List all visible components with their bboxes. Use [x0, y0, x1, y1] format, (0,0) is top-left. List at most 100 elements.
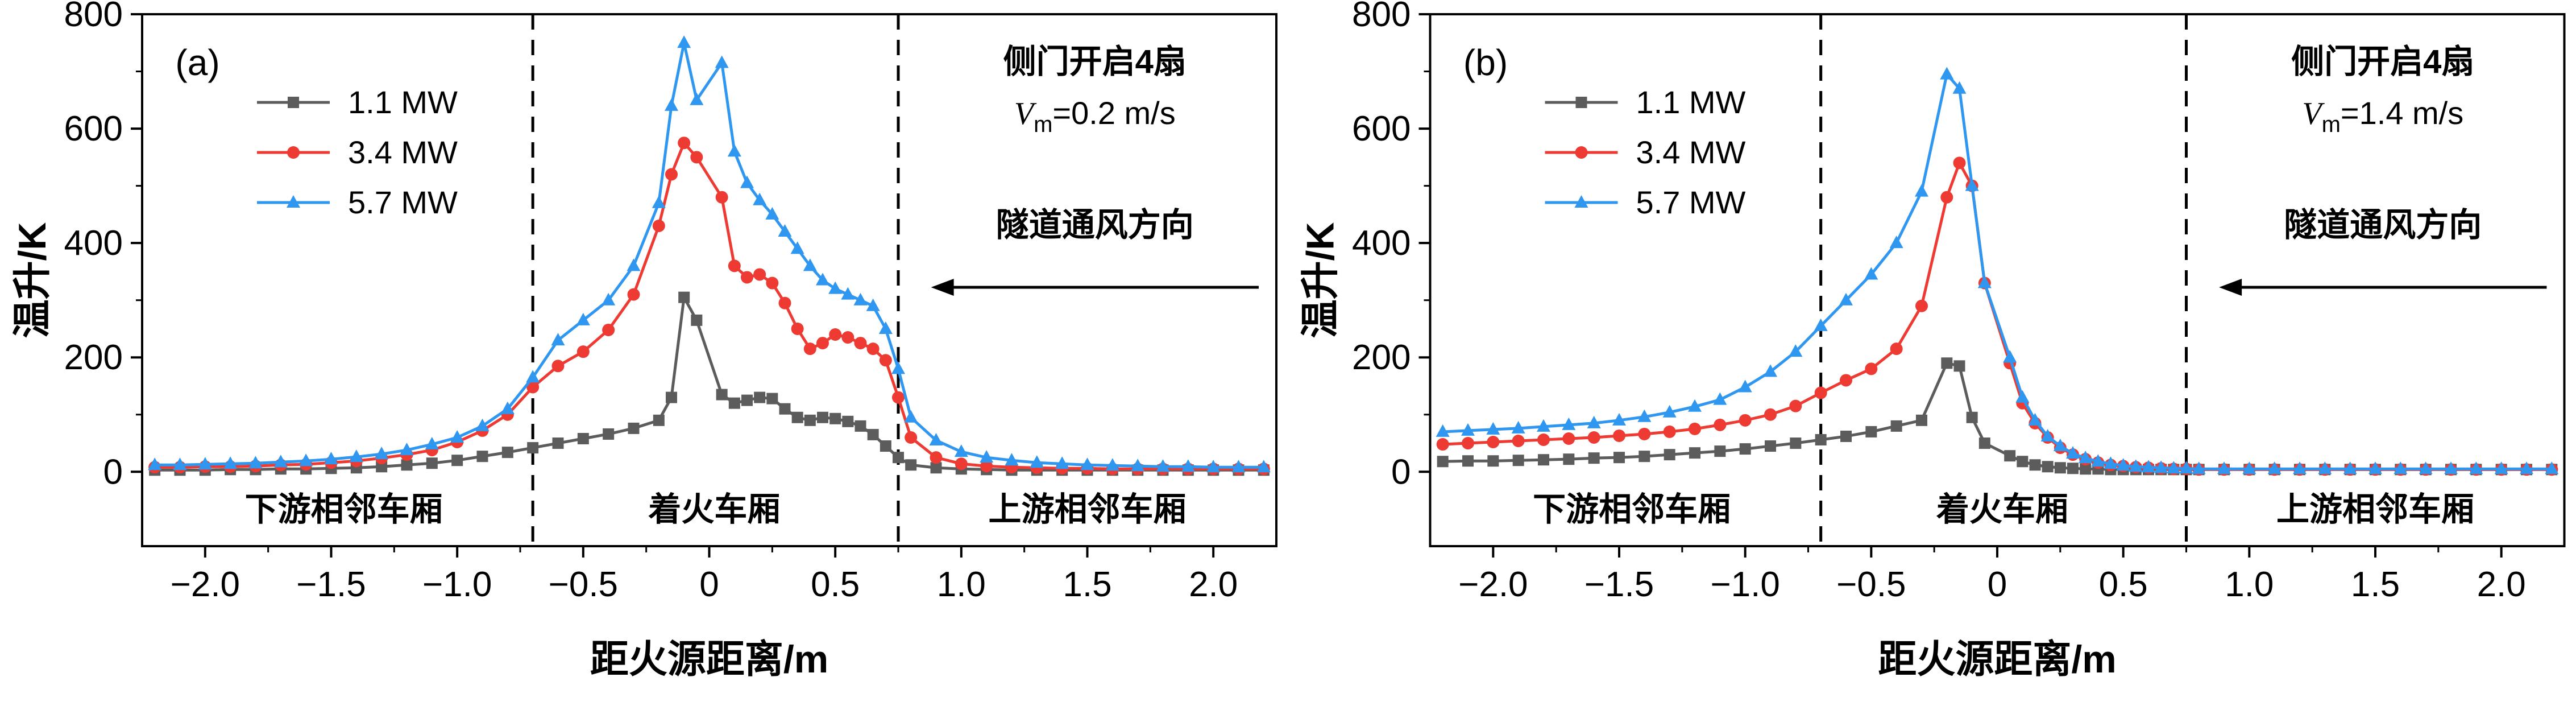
circle-marker	[1865, 362, 1878, 375]
square-marker	[691, 314, 703, 326]
square-marker	[2029, 459, 2041, 471]
triangle-marker	[2545, 461, 2559, 474]
series-markers-3.4-MW	[148, 137, 1270, 476]
triangle-marker	[1131, 459, 1145, 472]
circle-marker	[690, 151, 703, 164]
circle-marker	[576, 345, 590, 358]
square-marker	[829, 412, 841, 424]
triangle-marker	[753, 192, 767, 205]
square-marker	[2017, 456, 2029, 468]
square-marker	[401, 459, 413, 471]
triangle-marker	[2167, 461, 2181, 474]
circle-marker	[627, 288, 640, 301]
panel-b: 0 200 400 600 800 −2.0 −1.5 −1.0 −0.5 0 0.5 1.0 1.5 2…	[1288, 0, 2575, 710]
triangle-marker	[2053, 439, 2067, 452]
circle-marker	[1512, 435, 1525, 448]
triangle-marker	[500, 401, 515, 414]
circle-marker	[1638, 427, 1651, 440]
velocity-annotation: Vm=0.2 m/s	[1014, 95, 1176, 137]
triangle-marker	[929, 433, 943, 446]
square-marker	[779, 403, 791, 415]
panel-tag: (b)	[1463, 42, 1508, 83]
triangle-marker	[375, 447, 389, 460]
triangle-marker	[2419, 461, 2433, 474]
square-marker	[842, 415, 854, 427]
triangle-marker	[878, 321, 893, 334]
square-marker	[817, 411, 828, 423]
circle-marker	[287, 146, 300, 159]
triangle-marker	[727, 144, 741, 157]
triangle-marker	[677, 35, 691, 48]
side-door-annotation: 侧门开启4扇	[2291, 43, 2474, 80]
square-marker	[1840, 430, 1852, 442]
circle-marker	[879, 354, 892, 367]
square-marker	[1953, 360, 1965, 372]
y-tick-label: 600	[1352, 109, 1411, 148]
triangle-marker	[400, 443, 414, 456]
x-tick-label: 1.5	[2351, 565, 2400, 604]
triangle-marker	[248, 456, 263, 469]
triangle-marker	[1940, 67, 1954, 80]
x-tick-label: −0.5	[549, 565, 618, 604]
square-marker	[867, 428, 879, 440]
square-marker	[1966, 411, 1978, 423]
circle-marker	[1764, 408, 1777, 421]
chart-a: 0 200 400 600 800 −2.0 −1.5 −1.0 −0.5 0 0.5 1.0 1.5 2…	[11, 0, 1277, 681]
legend-label: 1.1 MW	[1636, 84, 1746, 120]
square-marker	[930, 462, 942, 474]
square-marker	[2042, 461, 2054, 473]
square-marker	[628, 422, 640, 434]
triangle-marker	[816, 273, 829, 286]
x-tick-label: 0	[699, 565, 719, 604]
x-axis-title: 距火源距离/m	[590, 638, 828, 681]
triangle-marker	[2116, 458, 2130, 471]
series-line-1.1-MW	[155, 292, 1264, 472]
square-marker	[766, 393, 778, 404]
square-marker	[1512, 455, 1524, 467]
triangle-marker	[2192, 461, 2206, 474]
x-tick-label: 1.5	[1063, 565, 1111, 604]
x-tick-label: 0	[1988, 565, 2007, 604]
y-tick-label: 800	[1352, 0, 1411, 34]
triangle-marker	[1436, 424, 1450, 437]
y-tick-label: 200	[64, 338, 123, 377]
square-marker	[1664, 449, 1675, 461]
triangle-marker	[2154, 460, 2168, 473]
circle-marker	[652, 219, 665, 232]
square-marker	[1462, 455, 1474, 467]
circle-marker	[791, 322, 804, 335]
triangle-marker	[778, 224, 792, 237]
circle-marker	[1575, 146, 1588, 159]
triangle-marker	[2469, 461, 2483, 474]
circle-marker	[1487, 436, 1500, 449]
circle-marker	[1814, 386, 1827, 399]
triangle-marker	[450, 430, 464, 443]
y-tick-label: 0	[103, 452, 123, 492]
velocity-annotation: Vm=1.4 m/s	[2302, 95, 2463, 137]
legend-marker	[1574, 195, 1588, 208]
triangle-marker	[1181, 459, 1195, 472]
square-marker	[451, 455, 463, 467]
circle-marker	[766, 276, 779, 290]
triangle-marker	[866, 298, 880, 311]
square-marker	[1765, 440, 1776, 452]
circle-marker	[1562, 432, 1575, 445]
triangle-marker	[740, 175, 754, 188]
triangle-marker	[1637, 409, 1652, 422]
triangle-marker	[2079, 451, 2093, 464]
triangle-marker	[1080, 457, 1094, 470]
ventilation-direction-label: 隧道通风方向	[996, 207, 1194, 243]
square-marker	[288, 97, 299, 108]
square-marker	[1739, 443, 1751, 455]
square-marker	[678, 291, 690, 303]
triangle-marker	[2028, 412, 2042, 426]
triangle-marker	[148, 457, 162, 470]
triangle-marker	[1005, 453, 1019, 466]
triangle-marker	[1839, 292, 1853, 306]
x-tick-label: −2.0	[1458, 565, 1528, 604]
y-tick-label: 400	[64, 224, 123, 263]
x-tick-label: −0.5	[1836, 565, 1906, 604]
triangle-marker	[2318, 461, 2332, 474]
region-label: 下游相邻车厢	[1533, 491, 1731, 528]
legend-label: 5.7 MW	[1636, 184, 1746, 220]
